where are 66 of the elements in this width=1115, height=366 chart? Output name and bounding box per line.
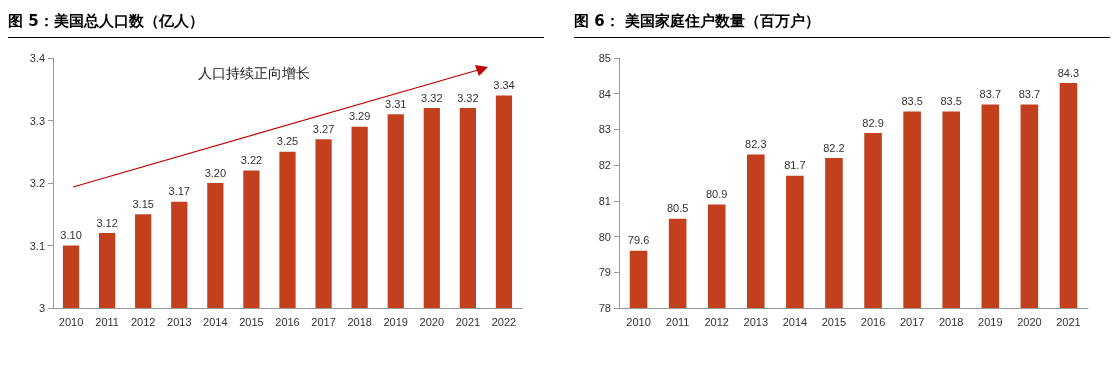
- y-tick-label: 3.3: [29, 114, 45, 127]
- x-tick-label: 2016: [860, 315, 886, 328]
- x-tick-label: 2010: [58, 315, 84, 328]
- x-tick-label: 2013: [167, 315, 192, 328]
- data-label: 3.32: [457, 91, 479, 104]
- data-label: 83.5: [940, 95, 962, 108]
- y-tick-label: 83: [598, 123, 611, 136]
- x-tick-label: 2018: [938, 315, 964, 328]
- data-label: 3.27: [312, 122, 335, 135]
- data-label: 3.25: [276, 135, 299, 148]
- x-tick-label: 2012: [704, 315, 729, 328]
- x-tick-label: 2012: [130, 315, 156, 328]
- data-label: 3.34: [493, 79, 515, 91]
- annotation: 人口持续正向增长: [198, 65, 310, 81]
- y-tick-label: 3: [38, 302, 45, 314]
- x-tick-label: 2013: [743, 315, 769, 328]
- chart-title: 图 5：美国总人口数（亿人）: [8, 0, 544, 38]
- data-label: 3.17: [168, 185, 190, 198]
- x-tick-label: 2015: [821, 315, 847, 328]
- data-label: 84.3: [1057, 66, 1080, 79]
- data-label: 3.29: [348, 110, 371, 123]
- data-label: 83.5: [901, 95, 923, 108]
- y-tick-label: 81: [598, 194, 611, 207]
- data-label: 3.32: [421, 91, 443, 104]
- y-tick-label: 3.4: [29, 52, 45, 64]
- data-label: 79.6: [627, 234, 650, 247]
- y-tick-label: 82: [598, 159, 611, 172]
- y-tick-label: 79: [598, 266, 611, 279]
- y-tick-label: 3.1: [29, 239, 45, 252]
- data-label: 83.7: [979, 87, 1001, 100]
- x-tick-label: 2016: [275, 315, 300, 328]
- chart-title: 图 6： 美国家庭住户数量（百万户）: [574, 0, 1110, 38]
- data-label: 82.2: [823, 141, 845, 154]
- y-tick-label: 3.2: [29, 177, 45, 189]
- data-label: 83.7: [1018, 87, 1041, 100]
- x-tick-label: 2021: [1056, 315, 1081, 328]
- x-tick-label: 2015: [239, 315, 264, 328]
- x-tick-label: 2020: [419, 315, 445, 328]
- data-label: 3.15: [132, 197, 154, 210]
- y-tick-label: 84: [598, 87, 611, 100]
- x-tick-label: 2011: [95, 315, 119, 328]
- data-label: 3.31: [385, 97, 407, 110]
- x-tick-label: 2014: [203, 315, 228, 328]
- data-label: 81.7: [784, 159, 806, 172]
- x-tick-label: 2019: [978, 315, 1003, 328]
- x-tick-label: 2022: [491, 315, 517, 328]
- data-label: 3.22: [240, 154, 263, 166]
- x-tick-label: 2017: [899, 315, 925, 328]
- data-label: 80.5: [666, 202, 689, 215]
- data-label: 3.10: [60, 229, 82, 241]
- y-tick-label: 78: [598, 302, 611, 314]
- x-tick-label: 2018: [347, 315, 372, 328]
- x-tick-label: 2010: [626, 315, 651, 328]
- x-tick-label: 2019: [383, 315, 408, 328]
- x-tick-label: 2017: [311, 315, 336, 328]
- data-label: 82.3: [745, 137, 767, 150]
- data-label: 80.9: [706, 187, 728, 200]
- data-label: 3.12: [96, 216, 118, 229]
- y-tick-label: 85: [598, 52, 611, 64]
- x-tick-label: 2020: [1017, 315, 1042, 328]
- x-tick-label: 2014: [782, 315, 808, 328]
- y-tick-label: 80: [598, 230, 611, 243]
- x-tick-label: 2021: [455, 315, 481, 328]
- data-label: 3.20: [204, 166, 227, 179]
- x-tick-label: 2011: [665, 315, 690, 328]
- data-label: 82.9: [862, 116, 884, 129]
